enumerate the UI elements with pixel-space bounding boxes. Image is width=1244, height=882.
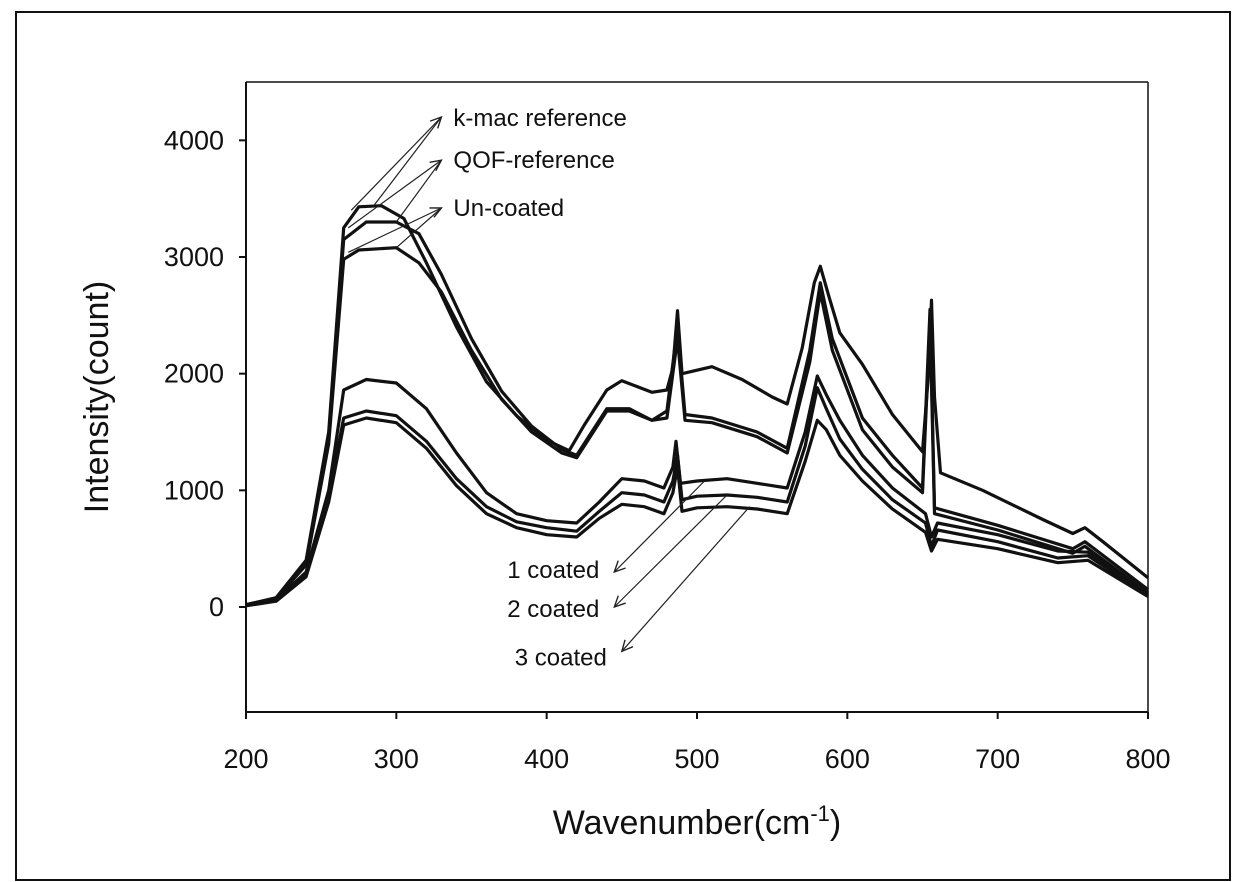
y-axis-title: Intensity(count)	[78, 281, 116, 513]
annotation-label-qof-reference: QOF-reference	[453, 147, 614, 174]
annotation-arrowhead	[613, 560, 626, 574]
data-series	[245, 204, 1149, 608]
annotation-arrowhead	[613, 595, 626, 609]
y-tick-label: 4000	[164, 125, 224, 155]
y-tick-label: 3000	[164, 242, 224, 272]
y-tick-label: 2000	[164, 359, 224, 389]
x-tick-label: 200	[223, 744, 268, 774]
annotation-arrow-line	[373, 116, 442, 207]
annotation-arrow-line	[395, 159, 442, 223]
annotation-arrowhead	[620, 639, 634, 653]
x-axis-title-end: )	[830, 804, 841, 842]
annotation-label-1-coated: 1 coated	[507, 557, 599, 584]
x-tick-label: 600	[825, 744, 870, 774]
annotation-label-un-coated: Un-coated	[453, 195, 564, 222]
x-tick-label: 400	[524, 744, 569, 774]
x-tick-label: 300	[374, 744, 419, 774]
figure-frame	[15, 11, 1231, 881]
annotation-label-k-mac-reference: k-mac reference	[453, 105, 626, 132]
axis-ticks: 200 300 400 500 600 700 800 0 1000 2000 3000 4000	[164, 125, 1171, 774]
annotations: k-mac reference QOF-reference Un-coated 1 c…	[347, 105, 751, 671]
annotation-arrow-line	[621, 506, 751, 652]
annotation-arrowhead	[429, 115, 443, 129]
annotation-arrow-line	[613, 480, 705, 573]
annotation-arrow-line	[347, 159, 442, 229]
y-tick-label: 1000	[164, 475, 224, 505]
series-line-k-mac-reference	[245, 204, 1149, 607]
series-line-1-coated	[245, 374, 1149, 607]
series-line-2-coated	[245, 386, 1149, 608]
x-tick-label: 700	[975, 744, 1020, 774]
x-tick-label: 500	[674, 744, 719, 774]
x-axis-title: Wavenumber(cm-1)	[553, 801, 841, 842]
annotation-label-2-coated: 2 coated	[507, 596, 599, 623]
y-tick-label: 0	[209, 592, 224, 622]
x-axis-title-main: Wavenumber(cm	[553, 804, 811, 842]
annotation-label-3-coated: 3 coated	[515, 644, 607, 671]
annotation-arrow-line	[395, 207, 442, 249]
annotation-arrowhead	[429, 159, 443, 172]
x-tick-label: 800	[1125, 744, 1170, 774]
annotation-arrow-line	[350, 116, 442, 211]
annotation-arrow-line	[347, 207, 442, 253]
series-line-3-coated	[245, 416, 1149, 608]
x-axis-title-superscript: -1	[810, 801, 830, 826]
annotation-arrowhead	[429, 207, 443, 218]
series-line-un-coated	[245, 246, 1149, 607]
annotation-arrow-line	[613, 494, 728, 608]
